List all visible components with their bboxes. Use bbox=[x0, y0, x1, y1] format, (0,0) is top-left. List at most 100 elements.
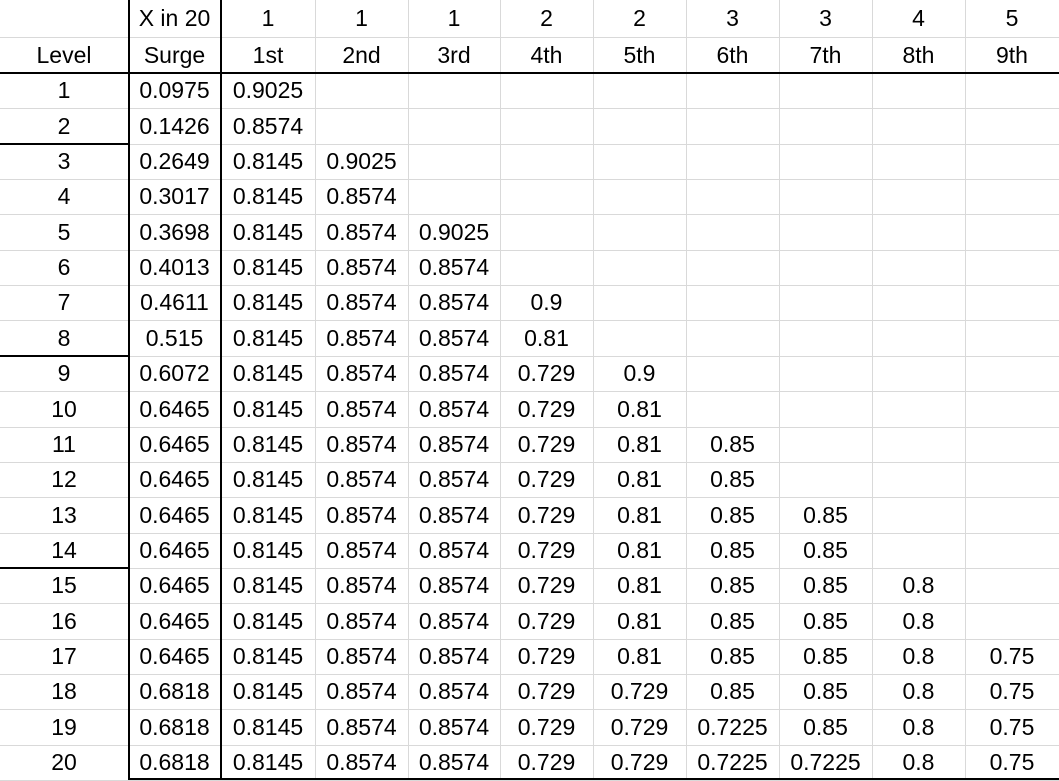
table-cell: 0.81 bbox=[617, 466, 662, 492]
table-cell bbox=[872, 214, 965, 250]
gridline-vertical bbox=[593, 0, 594, 780]
table-cell: 12 bbox=[51, 466, 77, 492]
table-cell: 0.85 bbox=[803, 643, 848, 669]
gridline-horizontal bbox=[0, 427, 1059, 428]
table-cell bbox=[779, 356, 872, 391]
table-cell bbox=[872, 320, 965, 356]
table-cell: 0.81 bbox=[617, 395, 662, 422]
table-cell: 0.8145 bbox=[232, 537, 304, 563]
gridline-vertical bbox=[872, 0, 873, 780]
table-cell: 0.8145 bbox=[232, 148, 304, 174]
table-cell bbox=[779, 214, 872, 250]
table-cell: 0.8574 bbox=[326, 183, 397, 209]
gridline-horizontal bbox=[0, 108, 1059, 109]
table-cell bbox=[779, 73, 872, 108]
table-cell: 0.729 bbox=[517, 713, 576, 740]
table-cell: 7 bbox=[57, 289, 71, 315]
table-cell bbox=[593, 320, 686, 356]
border-tier-break bbox=[0, 567, 128, 569]
table-cell bbox=[965, 250, 1059, 285]
table-cell: 0.8 bbox=[902, 749, 935, 775]
table-cell bbox=[779, 427, 872, 462]
table-cell: 0.8145 bbox=[232, 254, 304, 280]
header-cell: Level bbox=[36, 41, 92, 68]
table-cell: 0.8574 bbox=[326, 324, 397, 351]
table-cell: 0.75 bbox=[989, 749, 1035, 775]
table-cell: 0.8145 bbox=[232, 713, 304, 740]
table-cell: 0.6465 bbox=[139, 395, 210, 422]
table-cell bbox=[965, 533, 1059, 568]
table-cell: 0.85 bbox=[710, 501, 755, 528]
table-cell: 0.9025 bbox=[418, 218, 490, 245]
gridline-horizontal bbox=[0, 320, 1059, 321]
table-cell: 0.8574 bbox=[326, 431, 397, 457]
table-cell: 0.7225 bbox=[697, 713, 768, 740]
table-cell bbox=[315, 108, 408, 144]
header-cell: 2nd bbox=[342, 41, 381, 68]
gridline-vertical bbox=[779, 0, 780, 780]
table-cell: 0.9 bbox=[530, 289, 563, 315]
table-cell: 0.85 bbox=[803, 537, 848, 563]
table-cell: 8 bbox=[57, 324, 71, 351]
table-cell: 0.4611 bbox=[140, 289, 209, 315]
table-cell: 0.8574 bbox=[326, 289, 397, 315]
table-cell: 0.8 bbox=[902, 643, 935, 669]
gridline-horizontal bbox=[0, 356, 1059, 357]
table-cell: 0.7225 bbox=[697, 749, 768, 775]
table-cell bbox=[965, 179, 1059, 214]
gridline-horizontal bbox=[0, 250, 1059, 251]
header-cell: 9th bbox=[996, 41, 1028, 68]
table-cell: 4 bbox=[57, 183, 71, 209]
gridline-horizontal bbox=[0, 144, 1059, 145]
table-cell: 0.8574 bbox=[326, 360, 397, 386]
table-cell: 18 bbox=[51, 678, 77, 704]
table-cell: 0.8574 bbox=[418, 572, 490, 598]
gridline-horizontal bbox=[0, 745, 1059, 746]
border-header-bottom bbox=[0, 72, 1059, 74]
gridline-horizontal bbox=[0, 497, 1059, 498]
gridline-horizontal bbox=[0, 674, 1059, 675]
table-cell: 0.515 bbox=[145, 324, 204, 351]
table-cell: 0.8 bbox=[902, 678, 935, 704]
table-cell: 0.8574 bbox=[418, 678, 490, 704]
table-cell: 0.85 bbox=[710, 431, 755, 457]
table-cell: 0.9025 bbox=[232, 77, 304, 103]
table-cell bbox=[686, 73, 779, 108]
table-cell bbox=[686, 320, 779, 356]
table-cell: 19 bbox=[51, 713, 77, 740]
table-cell bbox=[686, 250, 779, 285]
table-cell: 0.8574 bbox=[418, 643, 490, 669]
gridline-vertical bbox=[965, 0, 966, 780]
table-cell: 0.8145 bbox=[232, 749, 304, 775]
header-cell: 1st bbox=[252, 41, 284, 68]
table-cell bbox=[500, 144, 593, 179]
table-cell: 0.9 bbox=[623, 360, 656, 386]
table-cell bbox=[593, 108, 686, 144]
table-cell: 0.8145 bbox=[232, 572, 304, 598]
table-cell: 0.729 bbox=[517, 395, 576, 422]
table-cell: 0.8145 bbox=[232, 607, 304, 634]
table-cell: 0.729 bbox=[610, 749, 669, 775]
table-cell: 0.75 bbox=[989, 713, 1035, 740]
table-cell: 6 bbox=[57, 254, 71, 280]
table-cell: 2 bbox=[57, 112, 71, 139]
table-cell: 0.6465 bbox=[139, 572, 210, 598]
table-cell: 0.9025 bbox=[326, 148, 397, 174]
table-cell: 0.6818 bbox=[139, 749, 210, 775]
table-cell: 5 bbox=[57, 218, 71, 245]
table-cell: 0.8574 bbox=[418, 466, 490, 492]
table-cell: 0.85 bbox=[803, 678, 848, 704]
table-cell bbox=[500, 108, 593, 144]
gridline-horizontal bbox=[0, 391, 1059, 392]
table-cell: 0.6465 bbox=[139, 643, 210, 669]
table-cell bbox=[779, 179, 872, 214]
table-cell bbox=[965, 568, 1059, 603]
header-cell: 5th bbox=[623, 41, 656, 68]
table-cell bbox=[965, 320, 1059, 356]
table-cell: 0.8574 bbox=[326, 537, 397, 563]
table-cell: 0.81 bbox=[617, 431, 662, 457]
table-cell: 0.8 bbox=[902, 607, 935, 634]
table-cell: 0.3698 bbox=[139, 218, 210, 245]
table-cell: 0.8145 bbox=[232, 360, 304, 386]
table-cell bbox=[965, 214, 1059, 250]
